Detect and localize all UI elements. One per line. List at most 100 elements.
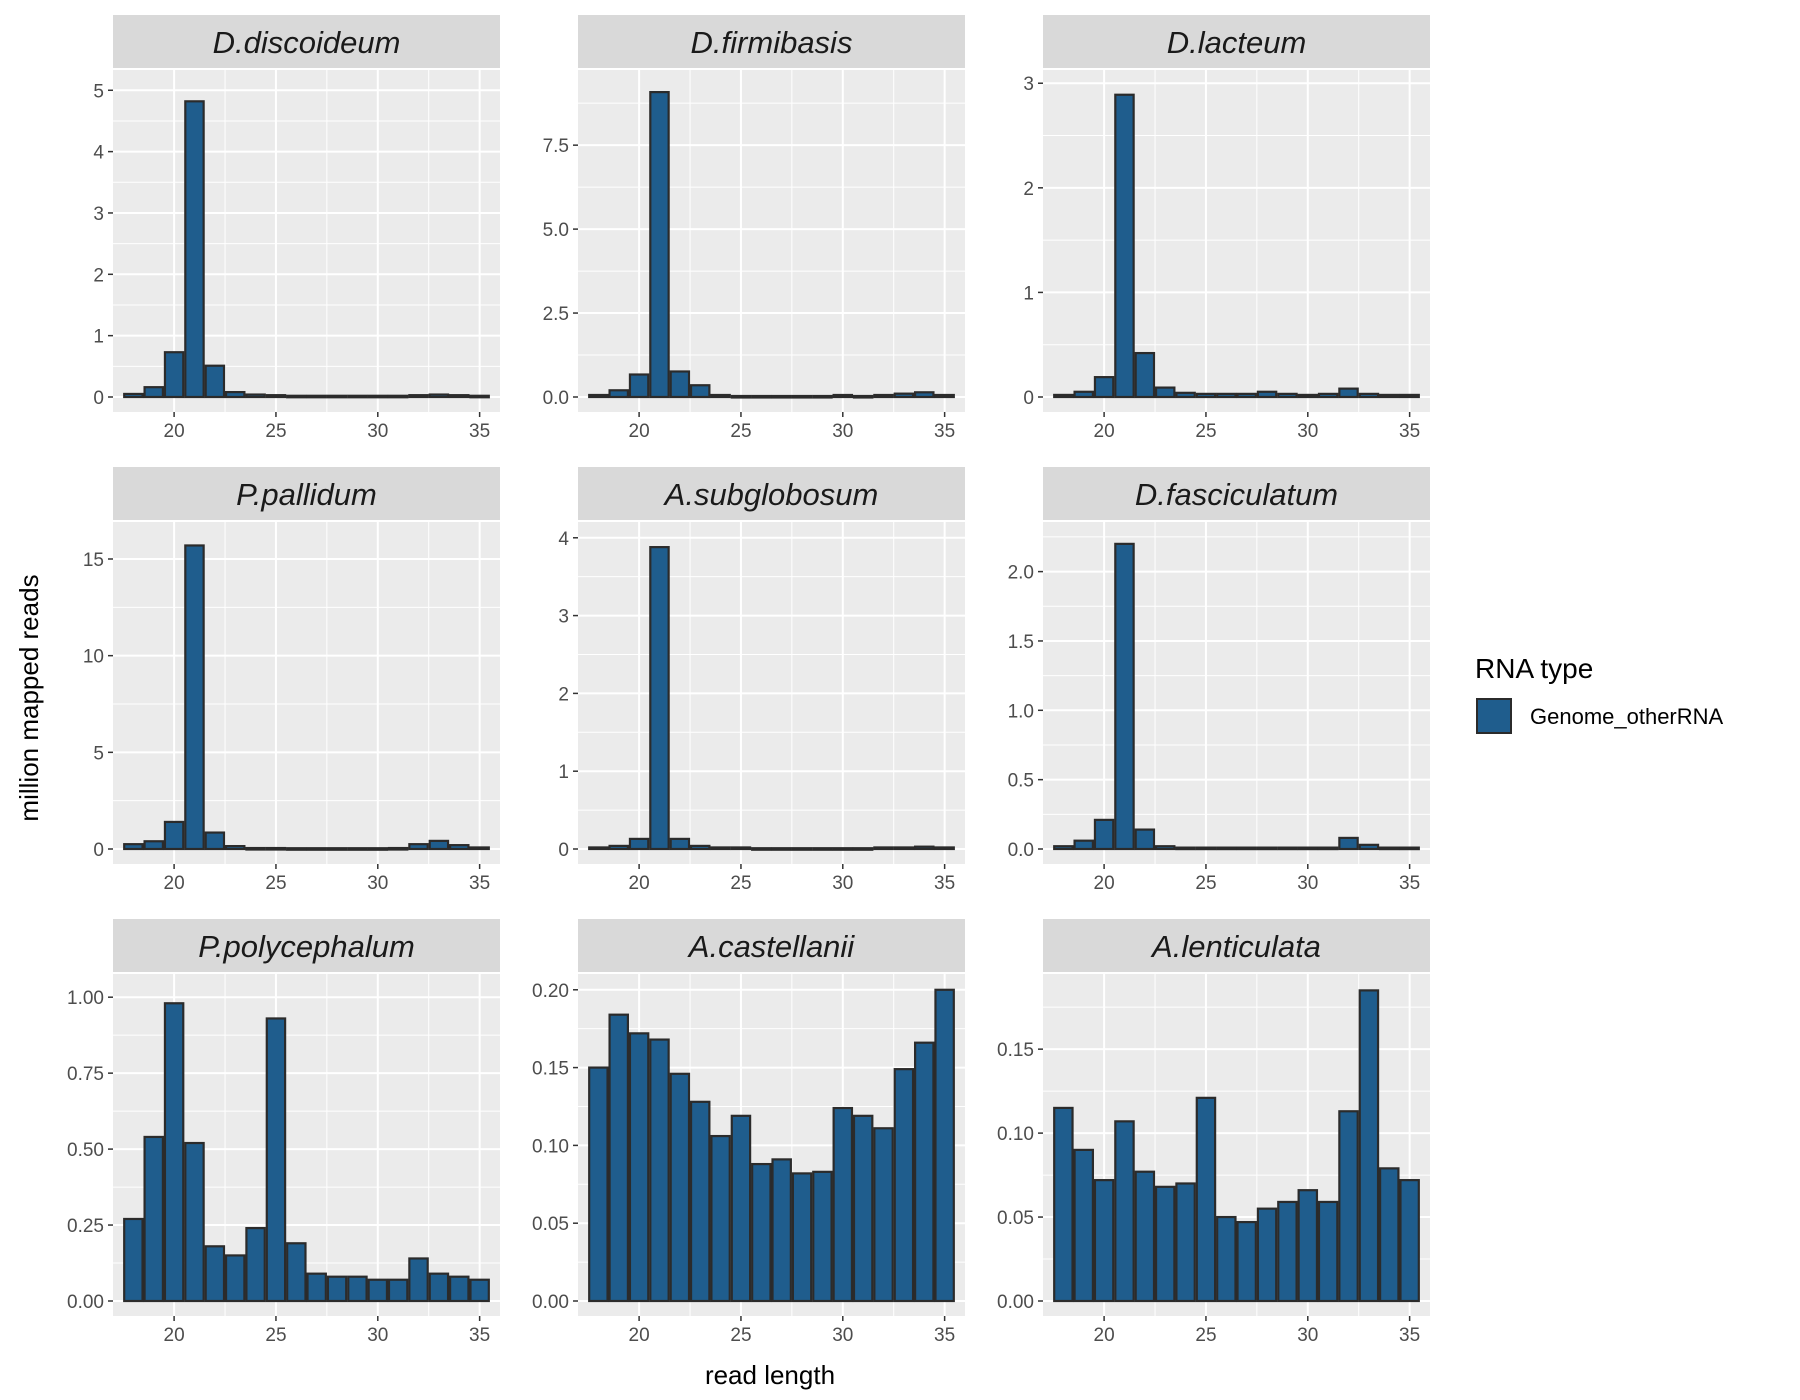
y-axis-title: million mapped reads (14, 574, 44, 821)
bar-a-castellanii-19 (608, 1013, 630, 1303)
bar-d-fasciculatum-32 (1338, 836, 1359, 851)
bar-d-fasciculatum-29 (1277, 846, 1298, 851)
bar-d-firmibasis-21 (649, 91, 670, 399)
bar-d-fasciculatum-30 (1297, 846, 1319, 851)
bar-d-firmibasis-25 (730, 394, 752, 399)
bar-d-discoideum-20 (163, 351, 185, 399)
bar-d-firmibasis-35 (934, 393, 955, 399)
x-tick-label: 25 (1195, 1325, 1216, 1346)
bar-p-pallidum-19 (143, 840, 165, 851)
bar-d-discoideum-31 (387, 394, 409, 399)
y-tick-label: 0.00 (67, 1292, 104, 1313)
bar-d-discoideum-33 (428, 393, 450, 399)
bar-d-fasciculatum-20 (1093, 818, 1115, 851)
strip-d-firmibasis (578, 15, 965, 68)
legend-label-genome-otherrna: Genome_otherRNA (1530, 704, 1724, 729)
bar-a-castellanii-28 (791, 1172, 813, 1303)
bar-d-discoideum-26 (286, 394, 307, 399)
x-axis-title: read length (705, 1360, 835, 1390)
bar-p-pallidum-25 (265, 846, 287, 851)
bar-d-discoideum-18 (123, 392, 144, 399)
bar-a-lenticulata-23 (1154, 1185, 1176, 1303)
bar-d-firmibasis-32 (873, 393, 894, 399)
bar-d-firmibasis-19 (608, 389, 630, 399)
bar-p-pallidum-28 (326, 847, 348, 851)
y-tick-label: 3 (1023, 74, 1034, 95)
x-tick-label: 25 (1195, 873, 1216, 894)
bar-d-fasciculatum-19 (1073, 839, 1095, 851)
plot-area (113, 522, 500, 864)
bar-p-polycephalum-23 (224, 1254, 246, 1303)
bar-d-fasciculatum-33 (1358, 843, 1380, 851)
bar-a-castellanii-24 (710, 1134, 731, 1303)
bar-a-subglobosum-32 (873, 846, 894, 851)
y-tick-label: 0.15 (997, 1040, 1034, 1061)
legend: RNA type Genome_otherRNA (1475, 653, 1724, 734)
bar-d-lacteum-18 (1053, 393, 1074, 399)
bar-a-lenticulata-26 (1216, 1215, 1237, 1303)
bar-p-pallidum-22 (204, 831, 226, 851)
strip-a-lenticulata (1043, 919, 1430, 972)
bar-a-lenticulata-33 (1358, 989, 1380, 1303)
bar-d-fasciculatum-21 (1114, 542, 1135, 851)
bar-d-discoideum-34 (448, 394, 470, 399)
bar-a-castellanii-33 (893, 1068, 915, 1303)
bar-a-subglobosum-20 (628, 837, 650, 851)
bar-d-discoideum-30 (367, 394, 389, 399)
panel-title: P.polycephalum (198, 929, 415, 964)
x-tick-label: 20 (1094, 421, 1115, 442)
bar-d-lacteum-30 (1297, 393, 1319, 399)
y-tick-label: 4 (93, 143, 104, 164)
bar-a-subglobosum-19 (608, 844, 630, 851)
bar-d-discoideum-22 (204, 364, 226, 399)
x-tick-label: 20 (164, 1325, 185, 1346)
bar-p-pallidum-29 (347, 847, 368, 851)
y-tick-label: 0.10 (532, 1136, 569, 1157)
y-tick-label: 5 (93, 743, 104, 764)
bar-a-castellanii-35 (934, 988, 955, 1303)
bar-a-lenticulata-32 (1338, 1110, 1359, 1303)
panel-d-lacteum: D.lacteum 0 1 2 3 20 25 30 35 (1023, 15, 1430, 442)
y-tick-label: 15 (83, 550, 104, 571)
y-tick-label: 5.0 (543, 220, 569, 241)
bar-a-lenticulata-20 (1093, 1179, 1115, 1303)
bar-d-fasciculatum-28 (1256, 846, 1278, 851)
panel-title: D.firmibasis (691, 25, 853, 60)
bar-d-lacteum-35 (1399, 393, 1420, 399)
y-tick-label: 0 (558, 840, 569, 861)
strip-d-fasciculatum (1043, 467, 1430, 520)
bar-a-lenticulata-24 (1175, 1182, 1196, 1303)
y-tick-label: 0.0 (543, 388, 569, 409)
x-tick-label: 35 (469, 421, 490, 442)
x-tick-label: 20 (629, 1325, 650, 1346)
bar-d-firmibasis-30 (832, 393, 854, 399)
bar-a-castellanii-25 (730, 1114, 752, 1303)
bar-d-lacteum-31 (1317, 392, 1339, 399)
panel-a-lenticulata: A.lenticulata 0.00 0.05 0.10 0.15 20 25 30 35 (997, 919, 1430, 1346)
x-tick-label: 25 (265, 873, 286, 894)
bar-a-lenticulata-34 (1378, 1167, 1400, 1303)
y-tick-label: 2 (93, 265, 104, 286)
bar-a-lenticulata-35 (1399, 1179, 1420, 1303)
bar-d-firmibasis-23 (689, 384, 711, 399)
bar-a-lenticulata-29 (1277, 1200, 1298, 1303)
y-tick-label: 5 (93, 81, 104, 102)
bar-d-fasciculatum-18 (1053, 845, 1074, 851)
bar-d-lacteum-24 (1175, 391, 1196, 399)
x-tick-label: 30 (1297, 421, 1318, 442)
x-tick-label: 35 (1399, 873, 1420, 894)
y-tick-label: 7.5 (543, 136, 569, 157)
bar-a-lenticulata-25 (1195, 1096, 1217, 1303)
bar-p-polycephalum-31 (387, 1278, 409, 1303)
bar-d-discoideum-29 (347, 394, 368, 399)
bar-p-polycephalum-28 (326, 1275, 348, 1303)
x-tick-label: 30 (367, 873, 388, 894)
bar-d-lacteum-29 (1277, 392, 1298, 399)
bar-a-subglobosum-27 (771, 847, 792, 851)
panel-title: A.subglobosum (663, 477, 879, 512)
x-tick-label: 35 (934, 873, 955, 894)
strip-p-polycephalum (113, 919, 500, 972)
bar-a-subglobosum-28 (791, 847, 813, 851)
bar-p-polycephalum-26 (286, 1242, 307, 1303)
